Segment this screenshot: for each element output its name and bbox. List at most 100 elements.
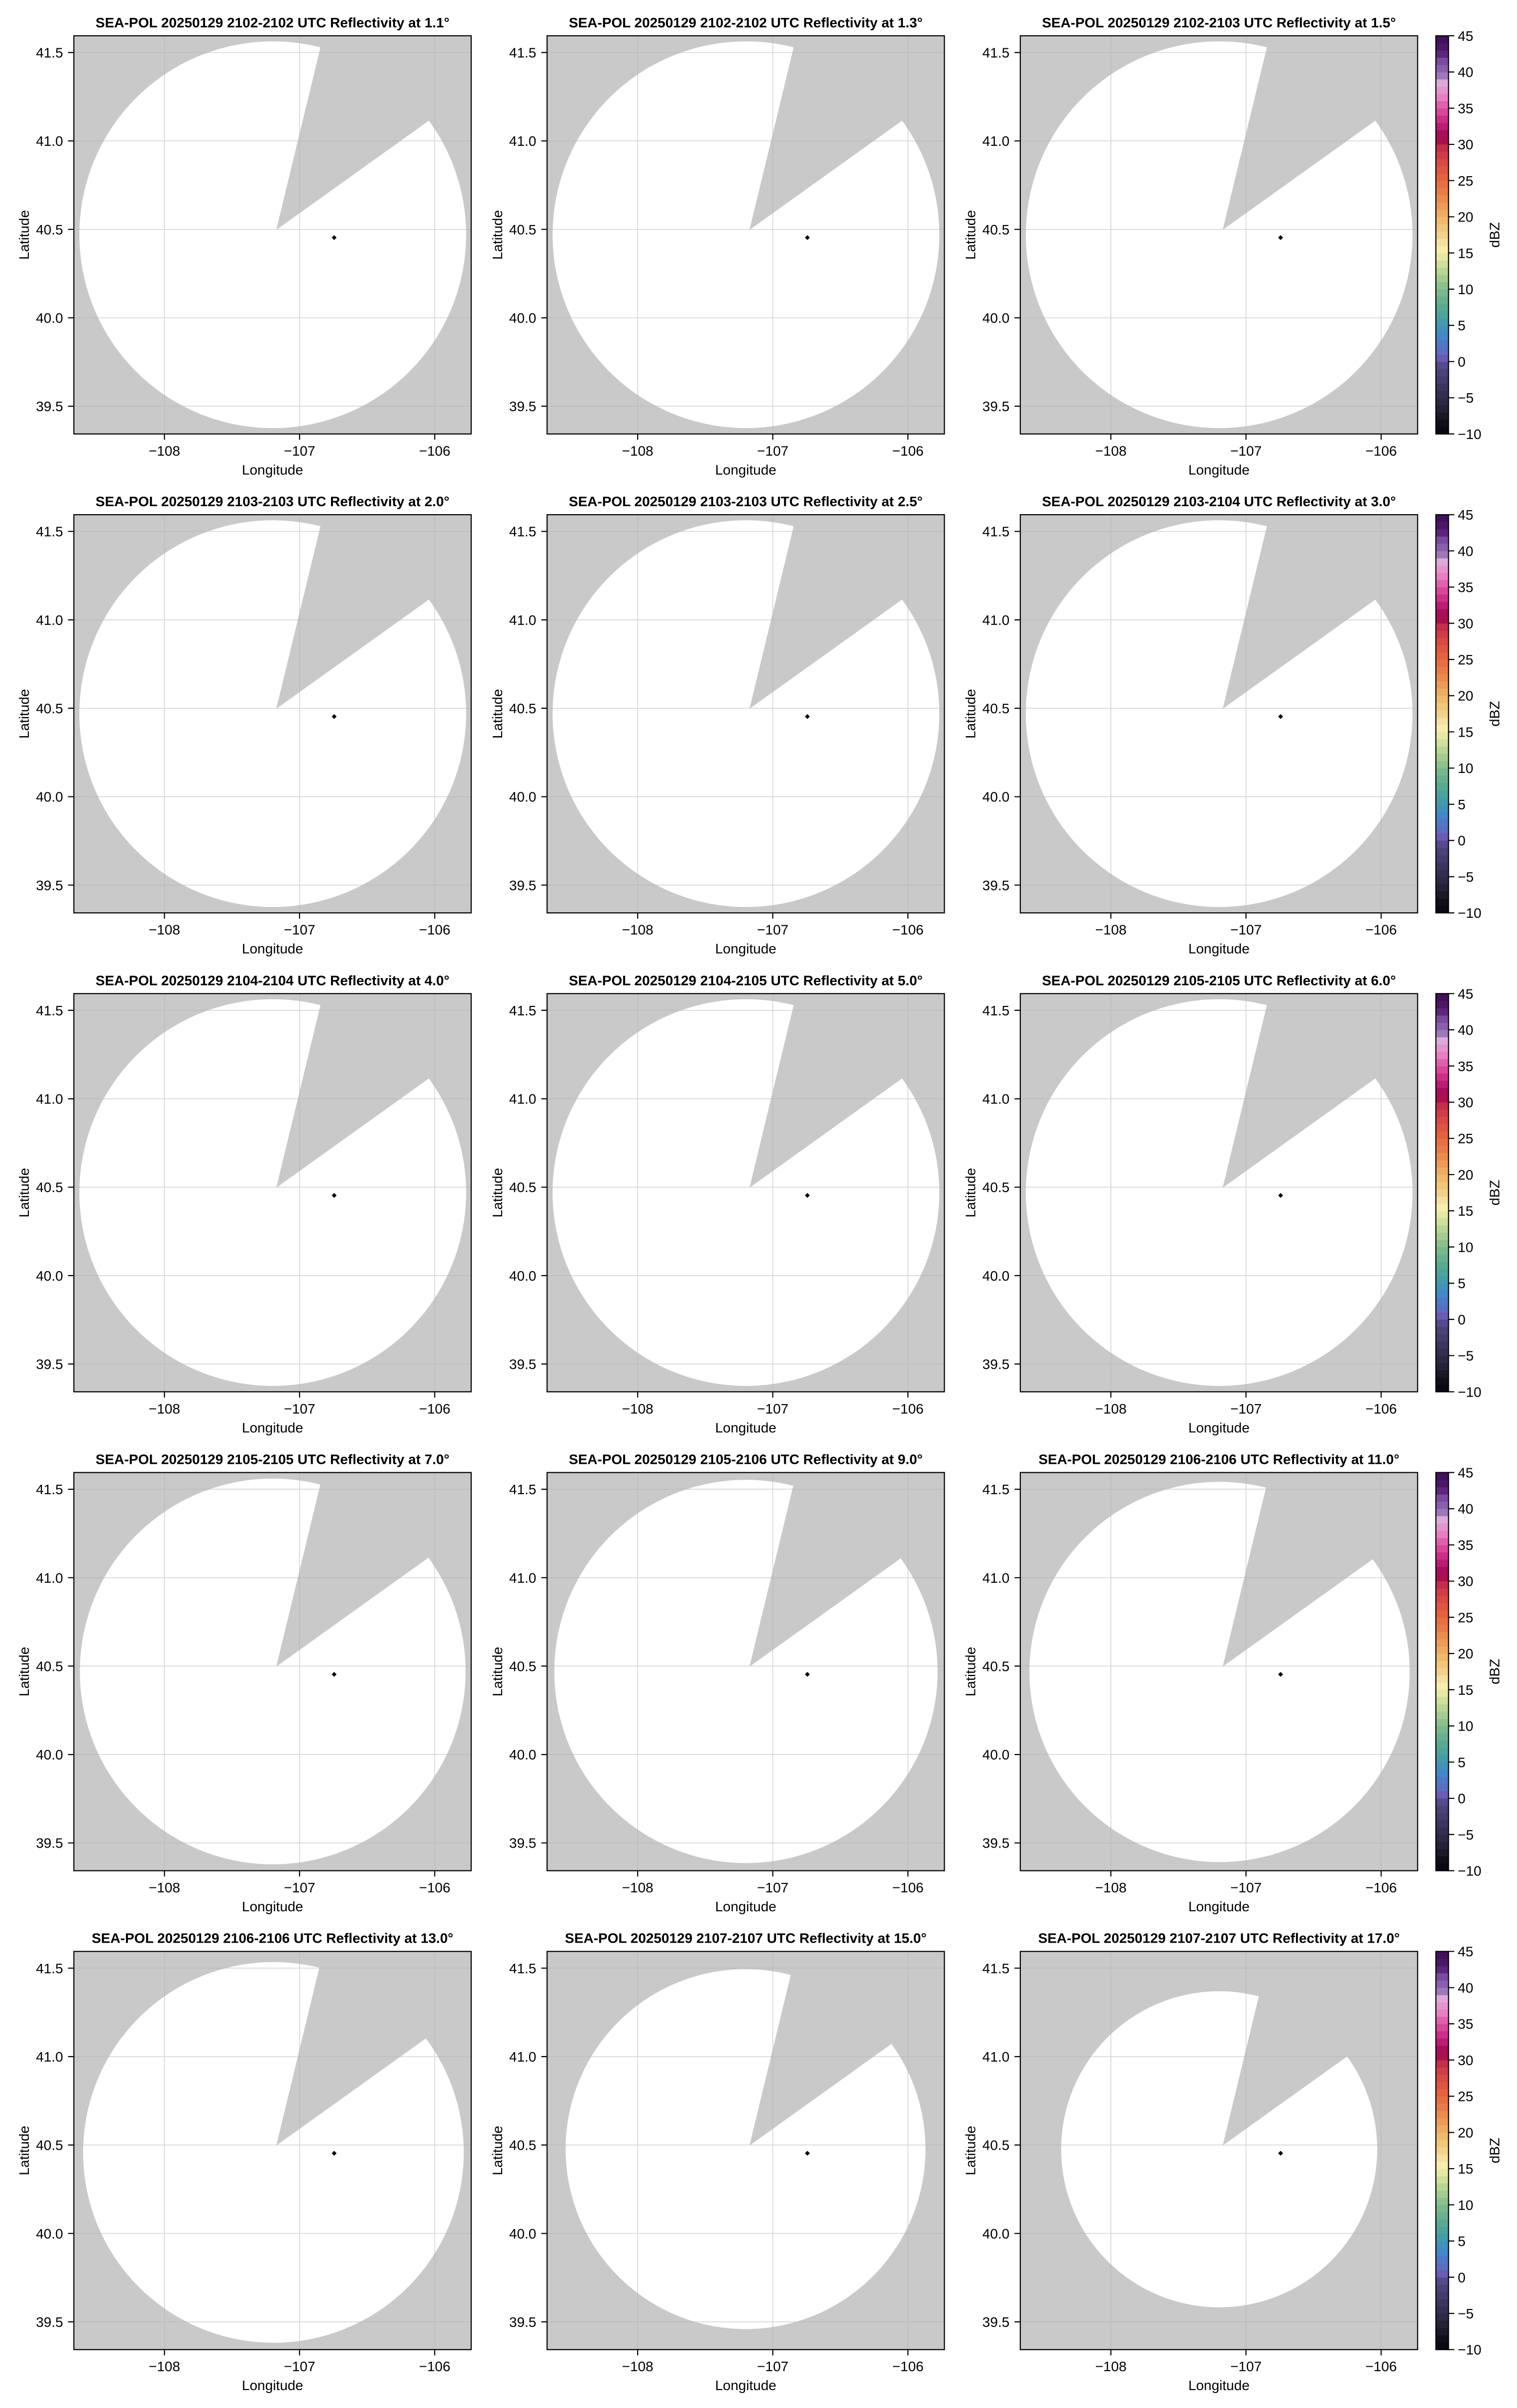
svg-text:40.5: 40.5: [509, 701, 537, 716]
svg-text:−106: −106: [892, 1401, 924, 1417]
svg-text:Latitude: Latitude: [963, 2126, 978, 2176]
svg-text:−108: −108: [1095, 443, 1126, 458]
svg-text:0: 0: [1458, 1312, 1466, 1327]
svg-text:−108: −108: [622, 443, 653, 458]
svg-text:Latitude: Latitude: [963, 1168, 978, 1217]
svg-text:41.0: 41.0: [509, 1570, 537, 1586]
svg-text:5: 5: [1458, 318, 1466, 333]
svg-text:39.5: 39.5: [509, 877, 537, 893]
svg-text:SEA-POL 20250129 2105-2105 UTC: SEA-POL 20250129 2105-2105 UTC Reflectiv…: [96, 1452, 449, 1467]
svg-text:Latitude: Latitude: [963, 689, 978, 739]
svg-text:−107: −107: [757, 1401, 788, 1417]
svg-text:30: 30: [1458, 2053, 1473, 2068]
svg-text:39.5: 39.5: [982, 1836, 1010, 1851]
svg-text:10: 10: [1458, 282, 1473, 297]
svg-text:40.0: 40.0: [36, 1747, 63, 1762]
svg-text:dBZ: dBZ: [1487, 1659, 1503, 1684]
svg-text:−108: −108: [149, 1401, 180, 1417]
svg-text:40.0: 40.0: [509, 2226, 537, 2241]
svg-text:0: 0: [1458, 354, 1466, 369]
svg-text:Longitude: Longitude: [715, 462, 776, 477]
svg-text:39.5: 39.5: [36, 1357, 63, 1372]
svg-text:20: 20: [1458, 2125, 1473, 2140]
svg-text:−107: −107: [284, 1880, 315, 1895]
svg-text:−106: −106: [892, 2359, 924, 2374]
svg-text:45: 45: [1458, 1465, 1473, 1481]
svg-text:40.0: 40.0: [36, 311, 63, 326]
svg-text:25: 25: [1458, 1610, 1473, 1625]
svg-text:−107: −107: [284, 2359, 315, 2374]
svg-text:SEA-POL 20250129 2106-2106 UTC: SEA-POL 20250129 2106-2106 UTC Reflectiv…: [1039, 1452, 1400, 1467]
svg-text:40.5: 40.5: [982, 222, 1010, 237]
svg-text:40.0: 40.0: [982, 2226, 1010, 2241]
svg-text:Latitude: Latitude: [16, 2126, 32, 2176]
svg-text:−106: −106: [419, 443, 450, 458]
svg-text:SEA-POL 20250129 2102-2102 UTC: SEA-POL 20250129 2102-2102 UTC Reflectiv…: [569, 15, 923, 30]
svg-text:SEA-POL 20250129 2105-2105 UTC: SEA-POL 20250129 2105-2105 UTC Reflectiv…: [1042, 973, 1396, 988]
svg-text:41.5: 41.5: [36, 1482, 63, 1497]
svg-text:0: 0: [1458, 833, 1466, 849]
svg-text:20: 20: [1458, 1167, 1473, 1183]
svg-text:40.0: 40.0: [36, 2226, 63, 2241]
svg-text:41.0: 41.0: [982, 612, 1010, 628]
svg-text:40.5: 40.5: [36, 222, 63, 237]
svg-text:Latitude: Latitude: [490, 2126, 505, 2176]
svg-text:−108: −108: [149, 922, 180, 938]
svg-text:39.5: 39.5: [509, 1357, 537, 1372]
svg-text:Longitude: Longitude: [715, 2378, 776, 2393]
svg-text:−10: −10: [1458, 1863, 1482, 1879]
svg-text:10: 10: [1458, 2197, 1473, 2213]
svg-text:41.0: 41.0: [509, 612, 537, 628]
svg-text:30: 30: [1458, 616, 1473, 631]
svg-text:15: 15: [1458, 1682, 1473, 1698]
svg-text:−106: −106: [1365, 1401, 1397, 1417]
svg-text:−107: −107: [757, 922, 788, 938]
svg-text:−107: −107: [1230, 1880, 1262, 1895]
svg-text:40.5: 40.5: [982, 2138, 1010, 2153]
svg-text:15: 15: [1458, 245, 1473, 261]
svg-text:40.0: 40.0: [982, 789, 1010, 805]
svg-text:40.0: 40.0: [982, 1268, 1010, 1284]
svg-text:41.5: 41.5: [509, 45, 537, 61]
svg-text:39.5: 39.5: [36, 399, 63, 414]
svg-text:Longitude: Longitude: [715, 1420, 776, 1435]
svg-text:−108: −108: [1095, 1880, 1126, 1895]
svg-text:40.5: 40.5: [509, 222, 537, 237]
svg-text:−107: −107: [1230, 2359, 1262, 2374]
svg-text:Latitude: Latitude: [490, 689, 505, 739]
svg-text:−10: −10: [1458, 1384, 1482, 1400]
svg-text:Latitude: Latitude: [490, 210, 505, 260]
svg-text:20: 20: [1458, 688, 1473, 704]
svg-text:40.0: 40.0: [36, 1268, 63, 1284]
svg-text:−108: −108: [622, 1880, 653, 1895]
svg-text:41.5: 41.5: [36, 45, 63, 61]
svg-text:−106: −106: [419, 1401, 450, 1417]
svg-text:SEA-POL 20250129 2107-2107 UTC: SEA-POL 20250129 2107-2107 UTC Reflectiv…: [565, 1931, 927, 1946]
svg-text:Longitude: Longitude: [1189, 2378, 1250, 2393]
svg-text:−10: −10: [1458, 2342, 1482, 2358]
svg-text:35: 35: [1458, 2016, 1473, 2032]
svg-text:39.5: 39.5: [509, 2314, 537, 2330]
svg-text:dBZ: dBZ: [1487, 1180, 1503, 1205]
svg-text:41.5: 41.5: [982, 1482, 1010, 1497]
svg-text:SEA-POL 20250129 2102-2102 UTC: SEA-POL 20250129 2102-2102 UTC Reflectiv…: [96, 15, 449, 30]
svg-text:15: 15: [1458, 1204, 1473, 1219]
svg-text:30: 30: [1458, 1574, 1473, 1589]
svg-text:41.5: 41.5: [982, 1003, 1010, 1018]
svg-text:−107: −107: [284, 922, 315, 938]
svg-text:40.5: 40.5: [509, 1658, 537, 1674]
svg-text:40.0: 40.0: [509, 1747, 537, 1762]
svg-text:−108: −108: [1095, 1401, 1126, 1417]
svg-text:−107: −107: [757, 2359, 788, 2374]
svg-text:−108: −108: [149, 443, 180, 458]
svg-text:41.0: 41.0: [36, 133, 63, 149]
svg-text:40.0: 40.0: [509, 311, 537, 326]
svg-text:−106: −106: [1365, 443, 1397, 458]
svg-text:−107: −107: [284, 1401, 315, 1417]
svg-text:41.5: 41.5: [36, 1961, 63, 1976]
svg-text:0: 0: [1458, 2270, 1466, 2285]
svg-text:39.5: 39.5: [36, 1836, 63, 1851]
svg-text:40.5: 40.5: [982, 1180, 1010, 1195]
svg-text:−108: −108: [622, 922, 653, 938]
svg-text:−5: −5: [1458, 2306, 1474, 2321]
